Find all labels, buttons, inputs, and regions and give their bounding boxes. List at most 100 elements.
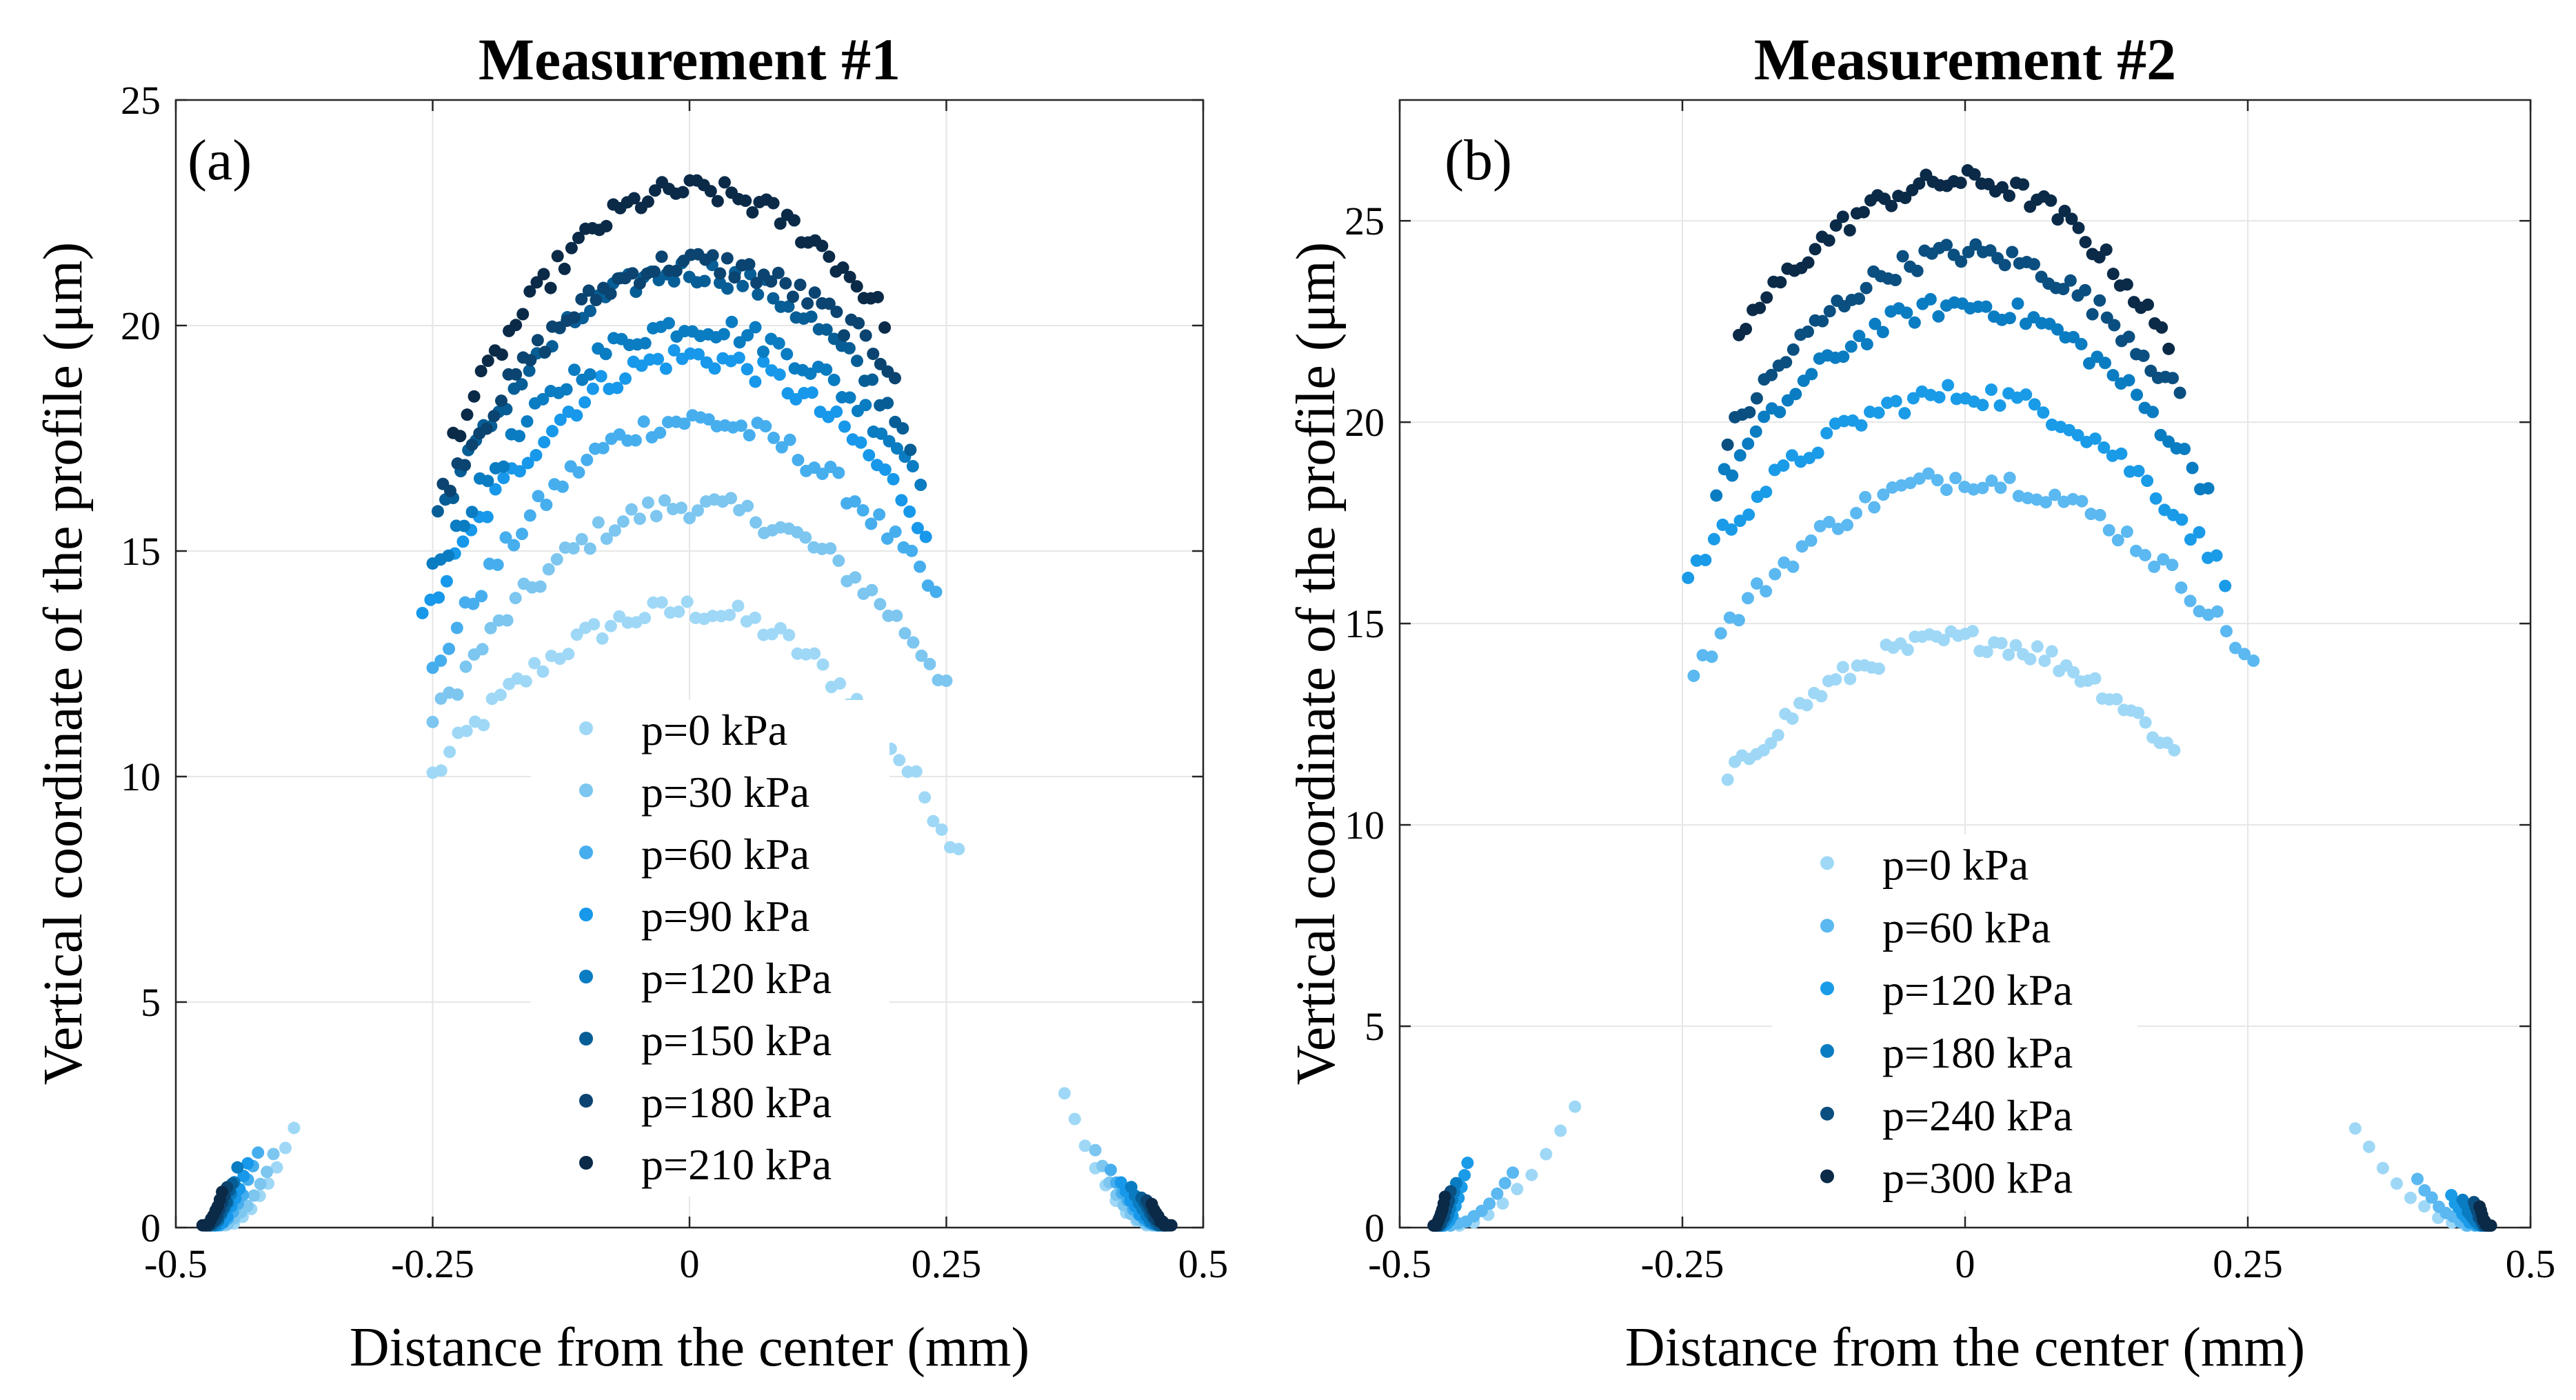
data-point [1114, 1176, 1127, 1189]
data-point [2027, 258, 2040, 271]
data-point [2003, 312, 2016, 325]
data-point [743, 429, 756, 442]
data-point [702, 413, 715, 426]
data-point [808, 286, 821, 299]
data-point [519, 674, 532, 688]
data-point [481, 510, 494, 523]
data-point [1829, 673, 1842, 686]
data-point [608, 524, 621, 537]
legend-label: p=210 kPa [641, 1140, 832, 1189]
data-point [2115, 447, 2128, 460]
data-point [774, 217, 787, 230]
data-point [1733, 514, 1747, 528]
data-point [544, 281, 557, 294]
data-point [721, 252, 734, 265]
data-point [487, 410, 501, 423]
data-point [1787, 343, 1800, 356]
data-point [2075, 337, 2088, 350]
data-point [874, 598, 887, 611]
data-point [1058, 1087, 1071, 1100]
series-p-210-kpa [196, 174, 1178, 1232]
data-point [907, 636, 920, 649]
data-point [2002, 648, 2015, 661]
data-point [909, 765, 923, 778]
y-tick-label: 25 [121, 78, 161, 123]
data-point [832, 554, 845, 568]
data-point [497, 472, 510, 485]
legend-marker [579, 721, 593, 735]
data-point [1725, 523, 1738, 536]
data-point [2057, 283, 2070, 296]
data-point [1753, 301, 1767, 314]
data-point [850, 354, 863, 368]
data-point [654, 426, 667, 439]
data-point [562, 648, 575, 661]
data-point [1540, 1148, 1553, 1161]
data-point [443, 746, 456, 759]
data-point [824, 542, 837, 555]
data-point [450, 621, 463, 634]
data-point [1840, 519, 1853, 532]
data-point [805, 386, 818, 399]
data-point [881, 397, 894, 410]
legend-label: p=180 kPa [641, 1078, 832, 1127]
x-tick-label: 0.5 [1178, 1241, 1229, 1286]
data-point [1789, 388, 1802, 401]
series-p-240-kpa [1429, 238, 2495, 1232]
data-point [765, 275, 778, 288]
data-point [1750, 392, 1763, 405]
data-point [454, 430, 467, 443]
data-point [2473, 1200, 2486, 1213]
data-point [1699, 554, 1712, 567]
data-point [741, 363, 754, 376]
data-point [2141, 474, 2154, 488]
data-point [2071, 429, 2084, 442]
data-point [2006, 246, 2019, 259]
data-point [834, 677, 847, 690]
data-point [914, 479, 927, 492]
data-point [1780, 356, 1793, 369]
data-point [827, 373, 841, 386]
data-point [507, 539, 521, 552]
ticks-a: -0.5 -0.25 0 0.25 0.5 0 5 10 15 20 25 [121, 78, 1228, 1286]
data-point [2037, 406, 2050, 419]
x-axis-label-b: Distance from the center (mm) [1625, 1317, 2305, 1378]
data-point [914, 560, 927, 573]
data-point [2065, 212, 2078, 226]
data-point [567, 542, 580, 555]
series-p-60-kpa [1436, 467, 2488, 1232]
data-point [1458, 1169, 1471, 1182]
legend-label: p=60 kPa [641, 830, 809, 879]
data-point [516, 528, 529, 541]
data-point [744, 268, 757, 281]
data-point [536, 392, 550, 406]
data-point [843, 391, 856, 404]
data-point [426, 715, 439, 728]
data-point [521, 415, 534, 428]
data-point [867, 348, 880, 361]
panel-a: -0.5 -0.25 0 0.25 0.5 0 5 10 15 20 25 Measurement … [33, 26, 1228, 1378]
data-point [495, 348, 508, 361]
data-point [2139, 716, 2152, 729]
series-p-180-kpa [1431, 292, 2493, 1232]
data-point [1721, 773, 1734, 786]
data-point [581, 453, 594, 466]
legend-label: p=60 kPa [1882, 903, 2051, 952]
data-point [2097, 441, 2111, 454]
data-point [539, 346, 552, 359]
data-point [626, 267, 639, 280]
data-point [783, 433, 796, 446]
data-point [2445, 1188, 2458, 1201]
data-point [440, 574, 453, 588]
data-point [465, 506, 479, 519]
data-point [1822, 234, 1835, 247]
data-point [1511, 1183, 1524, 1196]
data-point [475, 590, 488, 603]
data-point [2079, 236, 2092, 249]
legend-label: p=150 kPa [641, 1016, 832, 1065]
data-point [618, 372, 632, 385]
data-point [808, 647, 821, 660]
data-point [658, 494, 671, 507]
data-point [536, 665, 550, 678]
data-point [2166, 559, 2179, 572]
